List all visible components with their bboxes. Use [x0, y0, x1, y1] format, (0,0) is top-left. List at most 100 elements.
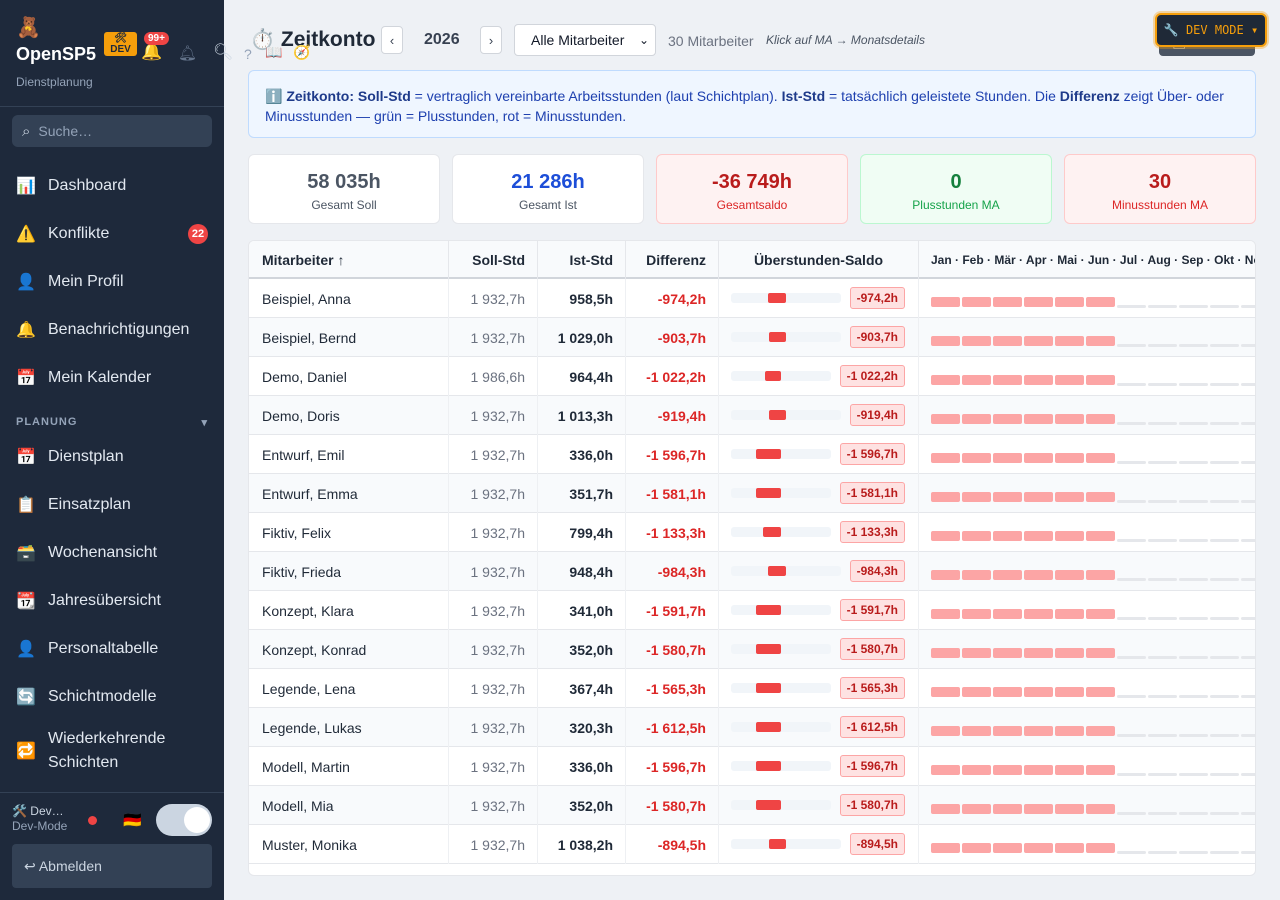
- month-block[interactable]: [1210, 617, 1239, 620]
- month-block[interactable]: [1086, 765, 1115, 775]
- month-block[interactable]: [1148, 656, 1177, 659]
- month-block[interactable]: [1179, 383, 1208, 386]
- month-block[interactable]: [993, 375, 1022, 385]
- month-block[interactable]: [1148, 851, 1177, 854]
- month-block[interactable]: [1055, 804, 1084, 814]
- sidebar-item-3[interactable]: 🔔 Benachrichtigungen: [0, 308, 224, 352]
- month-block[interactable]: [1024, 375, 1053, 385]
- sidebar-item-9[interactable]: 👤 Personaltabelle: [0, 627, 224, 671]
- cell-mitarbeiter[interactable]: Beispiel, Bernd: [249, 318, 449, 357]
- month-block[interactable]: [962, 336, 991, 346]
- month-block[interactable]: [1117, 617, 1146, 620]
- logout-button[interactable]: ↩ Abmelden: [12, 844, 212, 888]
- cell-mitarbeiter[interactable]: Demo, Doris: [249, 396, 449, 435]
- table-row[interactable]: Entwurf, Emil 1 932,7h 336,0h -1 596,7h -1 5…: [249, 435, 1255, 474]
- section-label-planung[interactable]: PLANUNG ▾: [16, 416, 208, 429]
- month-block[interactable]: [1179, 812, 1208, 815]
- sidebar-search-input[interactable]: ⌕ Suche…: [12, 115, 212, 147]
- cell-mitarbeiter[interactable]: Fiktiv, Felix: [249, 513, 449, 552]
- month-block[interactable]: [1055, 687, 1084, 697]
- month-block[interactable]: [1117, 578, 1146, 581]
- month-block[interactable]: [931, 531, 960, 541]
- month-block[interactable]: [962, 375, 991, 385]
- month-block[interactable]: [931, 336, 960, 346]
- month-block[interactable]: [1024, 765, 1053, 775]
- prev-year-button[interactable]: ‹: [381, 26, 403, 54]
- month-block[interactable]: [962, 609, 991, 619]
- sidebar-item-0[interactable]: 📊 Dashboard: [0, 164, 224, 208]
- month-block[interactable]: [1241, 578, 1255, 581]
- month-block[interactable]: [1148, 305, 1177, 308]
- month-block[interactable]: [962, 648, 991, 658]
- month-block[interactable]: [1086, 453, 1115, 463]
- month-block[interactable]: [1024, 609, 1053, 619]
- month-block[interactable]: [993, 648, 1022, 658]
- month-block[interactable]: [962, 492, 991, 502]
- cell-mitarbeiter[interactable]: Legende, Lena: [249, 669, 449, 708]
- month-block[interactable]: [1241, 851, 1255, 854]
- sidebar-item-7[interactable]: 🗃️ Wochenansicht: [0, 531, 224, 575]
- month-block[interactable]: [1179, 695, 1208, 698]
- month-block[interactable]: [1210, 851, 1239, 854]
- month-block[interactable]: [1024, 336, 1053, 346]
- column-header-soll[interactable]: Soll-Std: [449, 241, 538, 279]
- month-block[interactable]: [993, 414, 1022, 424]
- column-header-mitarbeiter[interactable]: Mitarbeiter ↑: [249, 241, 449, 279]
- month-block[interactable]: [1055, 531, 1084, 541]
- month-block[interactable]: [1179, 851, 1208, 854]
- month-block[interactable]: [1117, 734, 1146, 737]
- month-block[interactable]: [993, 765, 1022, 775]
- month-block[interactable]: [1179, 305, 1208, 308]
- month-block[interactable]: [1024, 726, 1053, 736]
- month-block[interactable]: [962, 804, 991, 814]
- table-row[interactable]: Demo, Doris 1 932,7h 1 013,3h -919,4h -919,4…: [249, 396, 1255, 435]
- month-block[interactable]: [1055, 414, 1084, 424]
- table-row[interactable]: Legende, Lena 1 932,7h 367,4h -1 565,3h -1 5…: [249, 669, 1255, 708]
- dev-mode-button[interactable]: 🔧 DEV MODE ▾: [1155, 13, 1267, 47]
- month-block[interactable]: [993, 453, 1022, 463]
- cell-mitarbeiter[interactable]: Konzept, Klara: [249, 591, 449, 630]
- month-block[interactable]: [1241, 461, 1255, 464]
- table-row[interactable]: Modell, Mia 1 932,7h 352,0h -1 580,7h -1 580…: [249, 786, 1255, 825]
- month-block[interactable]: [1024, 297, 1053, 307]
- month-block[interactable]: [1024, 804, 1053, 814]
- month-block[interactable]: [962, 570, 991, 580]
- month-block[interactable]: [962, 453, 991, 463]
- month-block[interactable]: [962, 297, 991, 307]
- month-block[interactable]: [1210, 773, 1239, 776]
- month-block[interactable]: [1055, 336, 1084, 346]
- month-block[interactable]: [1024, 648, 1053, 658]
- sidebar-item-4[interactable]: 📅 Mein Kalender: [0, 356, 224, 400]
- table-row[interactable]: Beispiel, Anna 1 932,7h 958,5h -974,2h -974,…: [249, 279, 1255, 318]
- month-block[interactable]: [1148, 773, 1177, 776]
- month-block[interactable]: [1117, 461, 1146, 464]
- column-header-ist[interactable]: Ist-Std: [538, 241, 626, 279]
- month-block[interactable]: [1148, 422, 1177, 425]
- theme-toggle[interactable]: [156, 804, 212, 836]
- table-row[interactable]: Entwurf, Emma 1 932,7h 351,7h -1 581,1h -1 5…: [249, 474, 1255, 513]
- month-block[interactable]: [1241, 500, 1255, 503]
- sidebar-item-8[interactable]: 📆 Jahresübersicht: [0, 579, 224, 623]
- month-block[interactable]: [1117, 305, 1146, 308]
- month-block[interactable]: [1148, 461, 1177, 464]
- language-flag-icon[interactable]: 🇩🇪: [123, 812, 142, 829]
- month-block[interactable]: [1024, 414, 1053, 424]
- bell-outline-icon[interactable]: 🔔︎: [178, 45, 198, 62]
- month-block[interactable]: [1055, 609, 1084, 619]
- month-block[interactable]: [1024, 453, 1053, 463]
- sidebar-item-5[interactable]: 📅 Dienstplan: [0, 435, 224, 479]
- month-block[interactable]: [993, 297, 1022, 307]
- month-block[interactable]: [1241, 422, 1255, 425]
- month-block[interactable]: [1241, 617, 1255, 620]
- month-block[interactable]: [1055, 726, 1084, 736]
- sidebar-item-11[interactable]: 🔁 Wiederkehrende Schichten: [0, 723, 224, 779]
- next-year-button[interactable]: ›: [480, 26, 502, 54]
- cell-mitarbeiter[interactable]: Demo, Daniel: [249, 357, 449, 396]
- month-block[interactable]: [1117, 812, 1146, 815]
- month-block[interactable]: [1148, 578, 1177, 581]
- month-block[interactable]: [1179, 617, 1208, 620]
- month-block[interactable]: [931, 414, 960, 424]
- month-block[interactable]: [1024, 570, 1053, 580]
- month-block[interactable]: [1055, 375, 1084, 385]
- cell-mitarbeiter[interactable]: Legende, Lukas: [249, 708, 449, 747]
